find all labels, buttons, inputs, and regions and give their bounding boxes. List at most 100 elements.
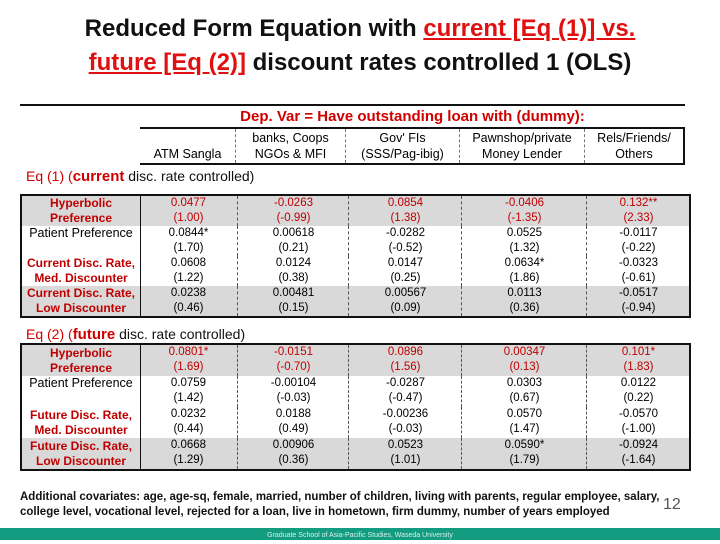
t-statistic: (1.83): [623, 361, 654, 373]
table-cell: -0.0406 (-1.35): [461, 196, 587, 226]
coefficient: 0.0238: [170, 287, 207, 299]
table-cell: 0.0590* (1.79): [461, 438, 587, 469]
t-statistic: (0.09): [390, 302, 421, 314]
column-header: ATM Sangla banks, Coops NGOs & MFI Gov' FIs…: [140, 127, 685, 165]
t-statistic: (1.70): [173, 242, 204, 254]
coefficient: 0.0570: [506, 408, 543, 420]
t-statistic: (0.49): [278, 423, 309, 435]
coefficient: 0.0147: [387, 257, 424, 269]
coefficient: -0.00104: [270, 377, 317, 389]
t-statistic: (-0.70): [276, 361, 311, 373]
table-row: Future Disc. Rate, Low Discounter 0.0668 (1…: [22, 438, 689, 469]
table-cell: 0.00481 (0.15): [237, 286, 349, 316]
coefficient: 0.0854: [387, 197, 424, 209]
t-statistic: (1.86): [509, 272, 540, 284]
row-label-line: Med. Discounter: [34, 271, 128, 285]
coefficient: 0.0608: [170, 257, 207, 269]
coefficient: -0.00236: [382, 408, 429, 420]
row-label-line: Low Discounter: [35, 301, 126, 315]
t-statistic: (-0.94): [621, 302, 656, 314]
column-header-cell: Rels/Friends/Others: [584, 129, 683, 163]
row-label-line: Med. Discounter: [34, 422, 128, 437]
coefficient: -0.0517: [618, 287, 658, 299]
coefficient: 0.132**: [619, 197, 658, 209]
table-cell: 0.0523 (1.01): [348, 438, 462, 469]
table-row: Current Disc. Rate, Low Discounter 0.0238 (…: [22, 286, 689, 316]
table-cell: 0.00906 (0.36): [237, 438, 349, 469]
t-statistic: (-0.03): [388, 423, 423, 435]
table-cell: 0.0122 (0.22): [586, 376, 690, 407]
column-header-line: Gov' FIs: [379, 131, 426, 145]
table-cell: 0.0844* (1.70): [140, 226, 237, 256]
row-label: Current Disc. Rate, Low Discounter: [22, 286, 141, 316]
table-row: Hyperbolic Preference 0.0801* (1.69) -0.0151…: [22, 345, 689, 376]
t-statistic: (1.38): [390, 212, 421, 224]
table-cell: 0.00347 (0.13): [461, 345, 587, 376]
column-header-cell: Pawnshop/private Money Lender: [459, 129, 584, 163]
coefficient: 0.00906: [272, 439, 315, 451]
t-statistic: (2.33): [623, 212, 654, 224]
t-statistic: (-0.47): [388, 392, 423, 404]
table-cell: 0.0525 (1.32): [461, 226, 587, 256]
page-number: 12: [663, 496, 681, 513]
t-statistic: (0.21): [278, 242, 309, 254]
t-statistic: (0.22): [623, 392, 654, 404]
row-label: Future Disc. Rate, Med. Discounter: [22, 407, 141, 438]
t-statistic: (1.42): [173, 392, 204, 404]
table-cell: -0.0570 (-1.00): [586, 407, 690, 438]
coefficient: -0.0151: [273, 346, 313, 358]
table-cell: 0.0477 (1.00): [140, 196, 237, 226]
column-header-cell: banks, Coops NGOs & MFI: [235, 129, 345, 163]
t-statistic: (-0.52): [388, 242, 423, 254]
row-label-line: Future Disc. Rate,: [29, 407, 133, 422]
t-statistic: (0.15): [278, 302, 309, 314]
coefficient: -0.0263: [273, 197, 313, 209]
coefficient: 0.0668: [170, 439, 207, 451]
coefficient: -0.0924: [618, 439, 658, 451]
dependent-variable-heading: Dep. Var = Have outstanding loan with (d…: [240, 108, 585, 125]
coefficient: 0.0124: [275, 257, 312, 269]
row-label-line: Hyperbolic: [49, 196, 112, 210]
coefficient: 0.0523: [387, 439, 424, 451]
table-cell: 0.0759 (1.42): [140, 376, 237, 407]
t-statistic: (1.29): [173, 454, 204, 466]
t-statistic: (0.36): [509, 302, 540, 314]
t-statistic: (-1.00): [621, 423, 656, 435]
eq1-table: Hyperbolic Preference 0.0477 (1.00) -0.0263 (…: [20, 194, 691, 318]
table-cell: 0.0570 (1.47): [461, 407, 587, 438]
row-label-line: Patient Preference: [29, 376, 133, 390]
covariates-note: Additional covariates: age, age-sq, fema…: [20, 491, 660, 518]
t-statistic: (1.32): [509, 242, 540, 254]
row-label: Patient Preference: [22, 376, 141, 407]
row-label-line: Patient Preference: [29, 226, 133, 240]
table-cell: 0.0188 (0.49): [237, 407, 349, 438]
coefficient: 0.0232: [170, 408, 207, 420]
table-cell: 0.0608 (1.22): [140, 256, 237, 286]
coefficient: 0.00347: [503, 346, 546, 358]
table-cell: 0.101* (1.83): [586, 345, 690, 376]
coefficient: 0.0188: [275, 408, 312, 420]
t-statistic: (-0.22): [621, 242, 656, 254]
coefficient: -0.0570: [618, 408, 658, 420]
coefficient: -0.0323: [618, 257, 658, 269]
table-cell: -0.00236 (-0.03): [348, 407, 462, 438]
table-cell: 0.0303 (0.67): [461, 376, 587, 407]
row-label-line: Low Discounter: [35, 453, 126, 468]
table-cell: 0.0147 (0.25): [348, 256, 462, 286]
column-header-line: ATM Sangla: [153, 147, 222, 161]
coefficient: -0.0406: [504, 197, 544, 209]
column-header-line: Rels/Friends/: [597, 131, 671, 145]
t-statistic: (1.22): [173, 272, 204, 284]
coefficient: 0.0525: [506, 227, 543, 239]
table-row: Future Disc. Rate, Med. Discounter 0.0232 (…: [22, 407, 689, 438]
table-cell: 0.0668 (1.29): [140, 438, 237, 469]
table-cell: 0.0124 (0.38): [237, 256, 349, 286]
table-cell: -0.00104 (-0.03): [237, 376, 349, 407]
table-cell: 0.0854 (1.38): [348, 196, 462, 226]
t-statistic: (-1.64): [621, 454, 656, 466]
column-header-cell: Gov' FIs (SSS/Pag-ibig): [345, 129, 459, 163]
coefficient: -0.0117: [619, 227, 658, 239]
coefficient: 0.0477: [170, 197, 207, 209]
column-header-cell: ATM Sangla: [140, 129, 235, 163]
row-label-line: Preference: [49, 360, 113, 375]
